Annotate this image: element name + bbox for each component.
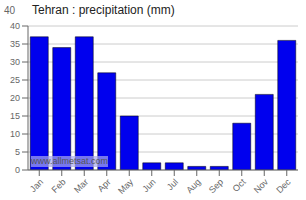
svg-text:40: 40 [10, 21, 20, 31]
svg-text:Dec: Dec [274, 177, 293, 196]
svg-text:Jun: Jun [140, 177, 157, 194]
svg-text:Apr: Apr [96, 177, 113, 194]
svg-text:Oct: Oct [231, 177, 248, 194]
html-text:Tehran : precipitation (mm): Tehran : precipitation (mm) [32, 3, 175, 17]
svg-text:Mar: Mar [72, 177, 90, 195]
svg-text:0: 0 [15, 165, 20, 175]
svg-text:15: 15 [10, 111, 20, 121]
svg-text:35: 35 [10, 39, 20, 49]
html-text:www.allmetsat.com: www.allmetsat.com [31, 156, 108, 166]
svg-text:Nov: Nov [252, 177, 271, 196]
svg-text:25: 25 [10, 75, 20, 85]
html-text:40: 40 [4, 5, 16, 16]
svg-text:Aug: Aug [184, 177, 202, 195]
svg-text:Feb: Feb [50, 177, 68, 195]
svg-text:20: 20 [10, 93, 20, 103]
svg-text:5: 5 [15, 147, 20, 157]
svg-text:30: 30 [10, 57, 20, 67]
svg-text:10: 10 [10, 129, 20, 139]
svg-text:Jan: Jan [28, 177, 45, 194]
svg-text:Sep: Sep [207, 177, 225, 195]
svg-text:May: May [116, 177, 135, 196]
svg-text:Jul: Jul [165, 177, 180, 192]
